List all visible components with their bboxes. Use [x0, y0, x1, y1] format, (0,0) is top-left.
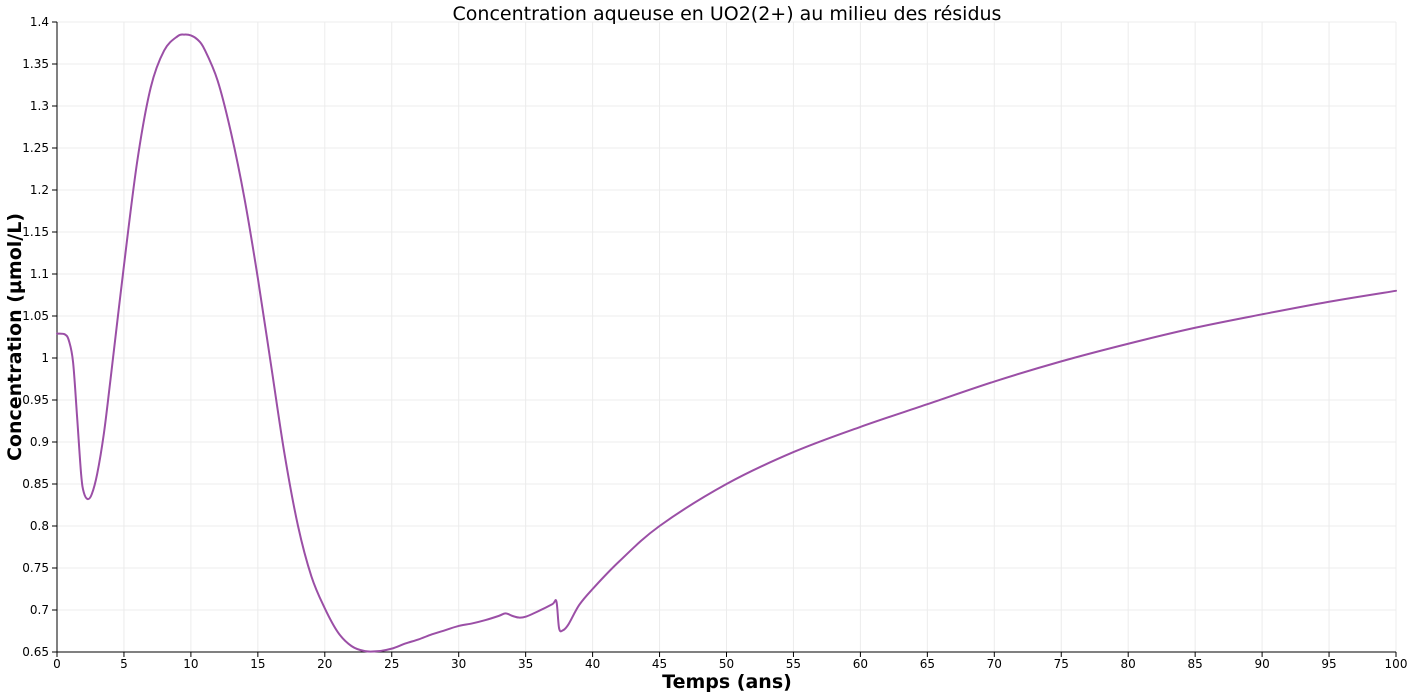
y-tick-label: 0.95	[22, 393, 49, 407]
y-tick-label: 1.25	[22, 141, 49, 155]
x-tick-label: 40	[585, 657, 600, 671]
x-axis-title: Temps (ans)	[662, 671, 792, 693]
x-tick-label: 70	[987, 657, 1002, 671]
ticks: 0 5 10 15 20 25 30 35 40 45 50 55 60 65 70 75 80 85 90 95 10…	[22, 15, 1407, 671]
y-tick-label: 0.9	[30, 435, 49, 449]
x-tick-label: 0	[53, 657, 61, 671]
x-tick-label: 5	[120, 657, 128, 671]
series-layer	[56, 33, 1397, 653]
y-tick-label: 0.65	[22, 645, 49, 659]
y-tick-label: 0.7	[30, 603, 49, 617]
x-tick-label: 30	[451, 657, 466, 671]
y-tick-label: 1.4	[30, 15, 49, 29]
y-tick-label: 1.2	[30, 183, 49, 197]
x-tick-label: 45	[652, 657, 667, 671]
y-tick-label: 1.05	[22, 309, 49, 323]
y-tick-label: 1.3	[30, 99, 49, 113]
y-tick-label: 1.35	[22, 57, 49, 71]
x-tick-label: 90	[1254, 657, 1269, 671]
series-line	[56, 33, 1397, 653]
x-tick-label: 10	[183, 657, 198, 671]
grid-lines	[57, 21, 1397, 652]
y-tick-label: 0.8	[30, 519, 49, 533]
y-tick-label: 1.1	[30, 267, 49, 281]
x-tick-label: 95	[1321, 657, 1336, 671]
x-tick-label: 65	[920, 657, 935, 671]
x-tick-label: 80	[1121, 657, 1136, 671]
x-tick-label: 35	[518, 657, 533, 671]
y-tick-label: 1.15	[22, 225, 49, 239]
x-tick-label: 85	[1188, 657, 1203, 671]
x-tick-label: 55	[786, 657, 801, 671]
x-tick-label: 50	[719, 657, 734, 671]
y-axis-title: Concentration (µmol/L)	[4, 213, 26, 461]
x-tick-label: 100	[1385, 657, 1408, 671]
x-tick-label: 75	[1054, 657, 1069, 671]
chart-title: Concentration aqueuse en UO2(2+) au mili…	[453, 3, 1002, 25]
x-tick-label: 20	[317, 657, 332, 671]
x-tick-label: 15	[250, 657, 265, 671]
y-tick-label: 1	[41, 351, 49, 365]
y-tick-label: 0.85	[22, 477, 49, 491]
x-tick-label: 60	[853, 657, 868, 671]
x-tick-label: 25	[384, 657, 399, 671]
y-tick-label: 0.75	[22, 561, 49, 575]
